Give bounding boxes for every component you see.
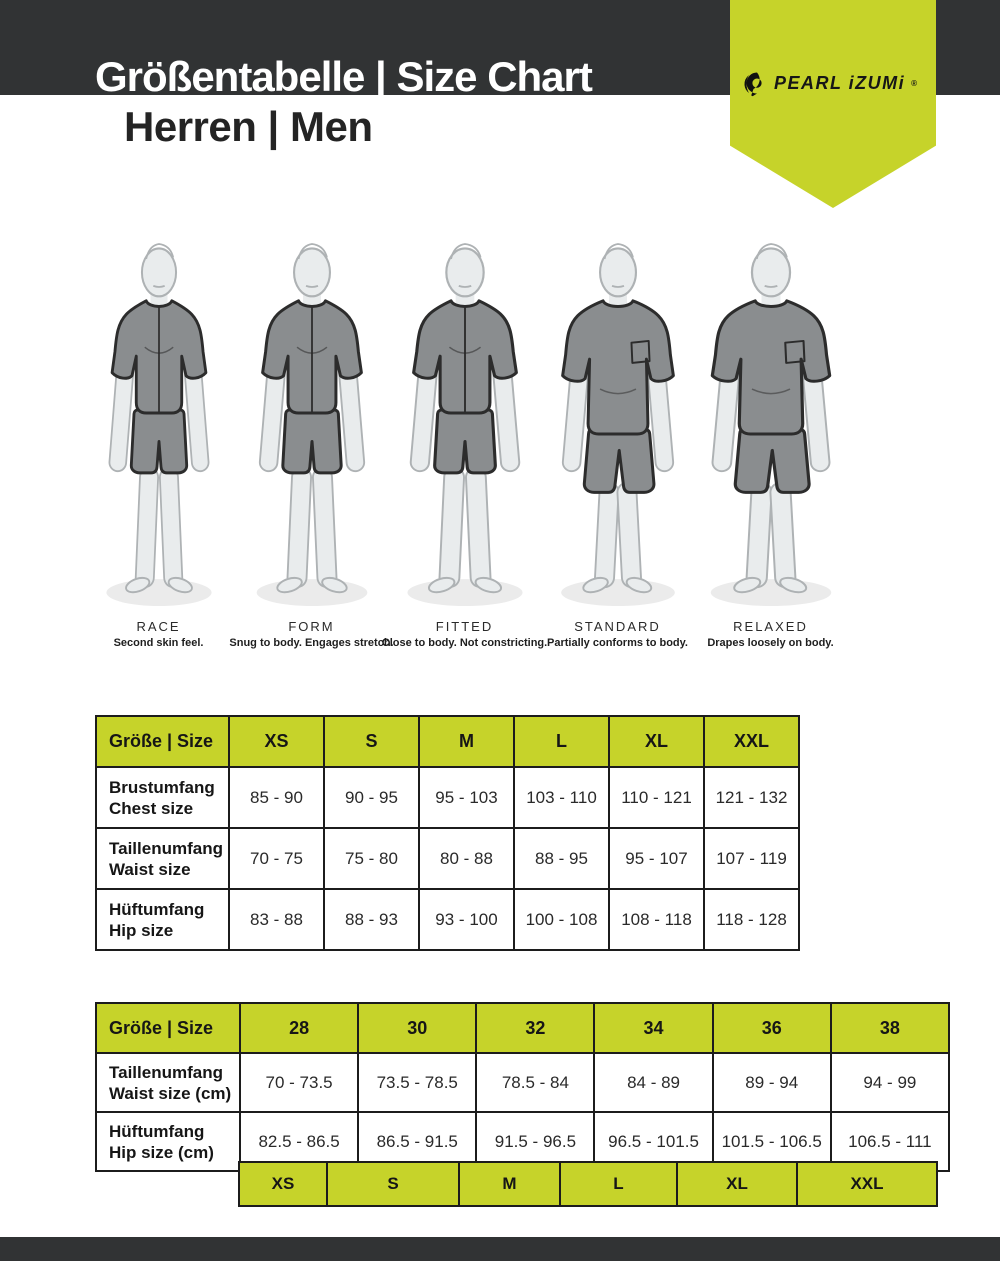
row-label-en: Hip size <box>109 920 174 940</box>
size-value-cell: 110 - 121 <box>608 766 705 829</box>
row-label-de: Taillenumfang <box>109 838 223 858</box>
fit-name: FORM <box>288 619 335 634</box>
size-column-header: 38 <box>829 1002 951 1054</box>
fit-guide: RACE Second skin feel. FORM Snug to body… <box>82 238 847 649</box>
size-column-header: 30 <box>357 1002 478 1054</box>
footer-size-cell: L <box>559 1161 678 1207</box>
table-row-waist: Taillenumfang Waist size 70 - 75 75 - 80… <box>95 827 800 890</box>
row-label: Hüftumfang Hip size (cm) <box>95 1111 241 1172</box>
size-column-header: L <box>513 715 610 768</box>
size-value-cell: 100 - 108 <box>513 888 610 951</box>
row-label-de: Hüftumfang <box>109 899 205 919</box>
corner-header-cell: Größe | Size <box>95 1002 241 1054</box>
size-value-cell: 108 - 118 <box>608 888 705 951</box>
corner-header-cell: Größe | Size <box>95 715 230 768</box>
mens-size-table: Größe | Size XS S M L XL XXL Brustumfang… <box>95 715 800 951</box>
size-value-cell: 73.5 - 78.5 <box>357 1052 478 1113</box>
row-label-de: Brustumfang <box>109 777 215 797</box>
size-value-cell: 70 - 73.5 <box>238 1052 360 1113</box>
fit-description: Second skin feel. <box>113 637 204 649</box>
fit-description: Snug to body. Engages stretch. <box>229 637 394 649</box>
size-value-cell: 89 - 94 <box>711 1052 832 1113</box>
table-header-row: Größe | Size 28 30 32 34 36 38 <box>95 1002 951 1054</box>
footer-size-cell: S <box>326 1161 460 1207</box>
size-value-cell: 80 - 88 <box>418 827 515 890</box>
size-value-cell: 94 - 99 <box>829 1052 951 1113</box>
letter-size-footer-row: XS S M L XL XXL <box>238 1161 938 1207</box>
relaxed-figure-illustration <box>696 238 846 612</box>
fit-description: Close to body. Not constricting. <box>381 637 548 649</box>
row-label-en: Hip size (cm) <box>109 1142 214 1162</box>
size-column-header: XXL <box>703 715 800 768</box>
footer-size-cell: XXL <box>796 1161 938 1207</box>
row-label: Taillenumfang Waist size (cm) <box>95 1052 241 1113</box>
size-value-cell: 78.5 - 84 <box>475 1052 596 1113</box>
row-label-de: Hüftumfang <box>109 1121 205 1141</box>
fit-column-form: FORM Snug to body. Engages stretch. <box>229 238 394 649</box>
size-column-header: 32 <box>475 1002 596 1054</box>
size-value-cell: 95 - 107 <box>608 827 705 890</box>
size-value-cell: 83 - 88 <box>228 888 325 951</box>
fit-column-fitted: FITTED Close to body. Not constricting. <box>382 238 547 649</box>
size-value-cell: 103 - 110 <box>513 766 610 829</box>
size-value-cell: 75 - 80 <box>323 827 420 890</box>
fit-name: RACE <box>136 619 181 634</box>
brand-logo-text: PEARL iZUMi <box>774 73 906 93</box>
table-row-chest: Brustumfang Chest size 85 - 90 90 - 95 9… <box>95 766 800 829</box>
brand-ribbon <box>730 0 936 208</box>
size-column-header: 28 <box>238 1002 360 1054</box>
size-value-cell: 88 - 93 <box>323 888 420 951</box>
standard-figure-illustration <box>543 238 693 612</box>
page-title: Größentabelle | Size Chart <box>95 53 593 100</box>
footer-size-cell: XS <box>238 1161 328 1207</box>
row-label-en: Chest size <box>109 798 194 818</box>
waist-size-table: Größe | Size 28 30 32 34 36 38 Taillenum… <box>95 1002 951 1172</box>
footer-size-cell: M <box>458 1161 561 1207</box>
pearl-izumi-mark-icon <box>744 72 762 96</box>
size-value-cell: 85 - 90 <box>228 766 325 829</box>
race-figure-illustration <box>84 238 234 612</box>
size-value-cell: 88 - 95 <box>513 827 610 890</box>
size-column-header: S <box>323 715 420 768</box>
fit-name: FITTED <box>435 619 494 634</box>
size-value-cell: 107 - 119 <box>703 827 800 890</box>
fit-column-race: RACE Second skin feel. <box>82 238 235 649</box>
fit-description: Partially conforms to body. <box>547 637 688 649</box>
row-label: Taillenumfang Waist size <box>95 827 230 890</box>
table-row-waist-cm: Taillenumfang Waist size (cm) 70 - 73.5 … <box>95 1052 951 1113</box>
table-row-hip: Hüftumfang Hip size 83 - 88 88 - 93 93 -… <box>95 888 800 951</box>
size-value-cell: 118 - 128 <box>703 888 800 951</box>
fit-name: RELAXED <box>733 619 808 634</box>
size-column-header: M <box>418 715 515 768</box>
row-label: Hüftumfang Hip size <box>95 888 230 951</box>
row-label-en: Waist size <box>109 859 191 879</box>
footer-band <box>0 1237 1000 1261</box>
row-label-de: Taillenumfang <box>109 1062 223 1082</box>
size-column-header: 34 <box>593 1002 714 1054</box>
form-figure-illustration <box>237 238 387 612</box>
fit-column-relaxed: RELAXED Drapes loosely on body. <box>694 238 847 649</box>
footer-size-cell: XL <box>676 1161 798 1207</box>
size-value-cell: 95 - 103 <box>418 766 515 829</box>
size-column-header: XS <box>228 715 325 768</box>
brand-registered-mark: ® <box>911 79 918 88</box>
size-value-cell: 93 - 100 <box>418 888 515 951</box>
size-value-cell: 84 - 89 <box>593 1052 714 1113</box>
size-value-cell: 90 - 95 <box>323 766 420 829</box>
size-column-header: 36 <box>711 1002 832 1054</box>
fit-name: STANDARD <box>574 619 661 634</box>
fit-column-standard: STANDARD Partially conforms to body. <box>541 238 694 649</box>
brand-logo: PEARL iZUMi ® <box>743 70 917 97</box>
size-value-cell: 70 - 75 <box>228 827 325 890</box>
row-label: Brustumfang Chest size <box>95 766 230 829</box>
fit-description: Drapes loosely on body. <box>707 637 834 649</box>
size-value-cell: 121 - 132 <box>703 766 800 829</box>
row-label-en: Waist size (cm) <box>109 1083 232 1103</box>
fitted-figure-illustration <box>390 238 540 612</box>
page-subtitle: Herren | Men <box>124 103 373 150</box>
table-header-row: Größe | Size XS S M L XL XXL <box>95 715 800 768</box>
size-column-header: XL <box>608 715 705 768</box>
